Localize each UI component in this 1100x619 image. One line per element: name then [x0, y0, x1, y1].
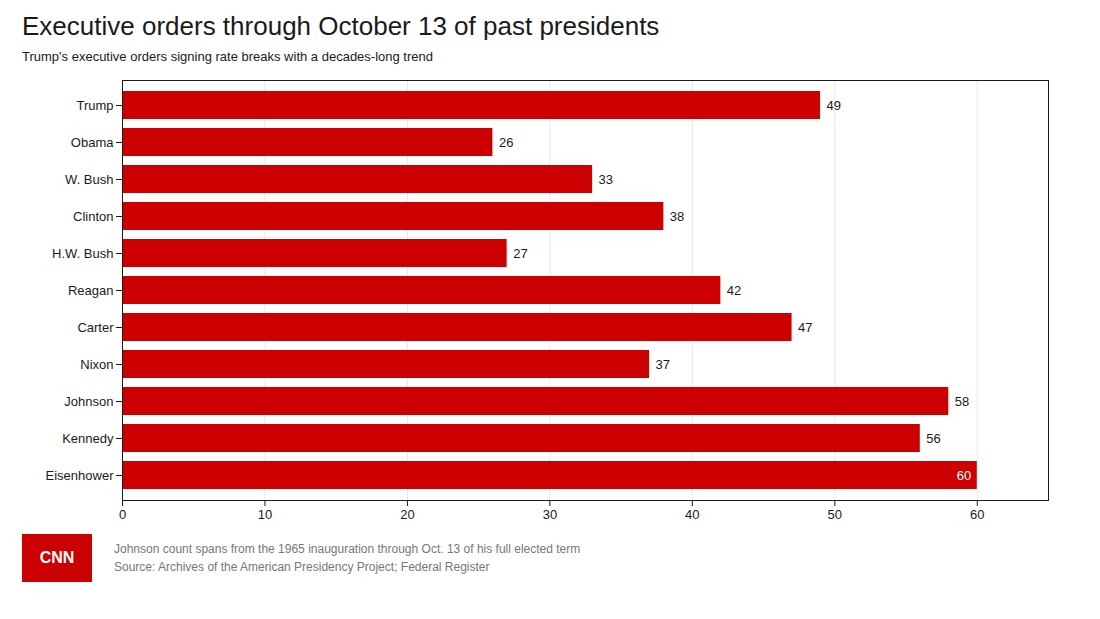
svg-text:60: 60 [957, 468, 971, 483]
svg-text:49: 49 [827, 98, 841, 113]
svg-text:58: 58 [955, 394, 969, 409]
svg-text:Obama: Obama [71, 135, 114, 150]
svg-text:Johnson: Johnson [64, 394, 113, 409]
svg-text:Trump: Trump [76, 98, 113, 113]
svg-text:33: 33 [599, 172, 613, 187]
svg-text:38: 38 [670, 209, 684, 224]
svg-text:40: 40 [685, 507, 699, 522]
html-text:Johnson count spans from the 1: Johnson count spans from the 1965 inaugu… [114, 542, 581, 556]
svg-text:20: 20 [400, 507, 414, 522]
svg-text:27: 27 [513, 246, 527, 261]
svg-text:60: 60 [970, 507, 984, 522]
svg-text:50: 50 [828, 507, 842, 522]
svg-text:30: 30 [543, 507, 557, 522]
svg-text:Eisenhower: Eisenhower [46, 468, 115, 483]
svg-text:47: 47 [798, 320, 812, 335]
html-text:Executive orders through Octob: Executive orders through October 13 of p… [22, 11, 660, 41]
svg-text:37: 37 [656, 357, 670, 372]
svg-text:H.W. Bush: H.W. Bush [52, 246, 113, 261]
svg-text:42: 42 [727, 283, 741, 298]
html-text:Source: Archives of the Americ: Source: Archives of the American Preside… [114, 560, 490, 574]
svg-text:Carter: Carter [77, 320, 114, 335]
svg-text:W. Bush: W. Bush [65, 172, 113, 187]
svg-text:Reagan: Reagan [68, 283, 114, 298]
svg-text:26: 26 [499, 135, 513, 150]
svg-text:Kennedy: Kennedy [62, 431, 114, 446]
svg-text:Clinton: Clinton [73, 209, 113, 224]
svg-text:0: 0 [119, 507, 126, 522]
svg-text:Nixon: Nixon [80, 357, 113, 372]
svg-text:10: 10 [258, 507, 272, 522]
html-text:Trump's executive orders signi: Trump's executive orders signing rate br… [22, 49, 433, 64]
html-text:CNN: CNN [39, 549, 75, 566]
svg-text:56: 56 [926, 431, 940, 446]
